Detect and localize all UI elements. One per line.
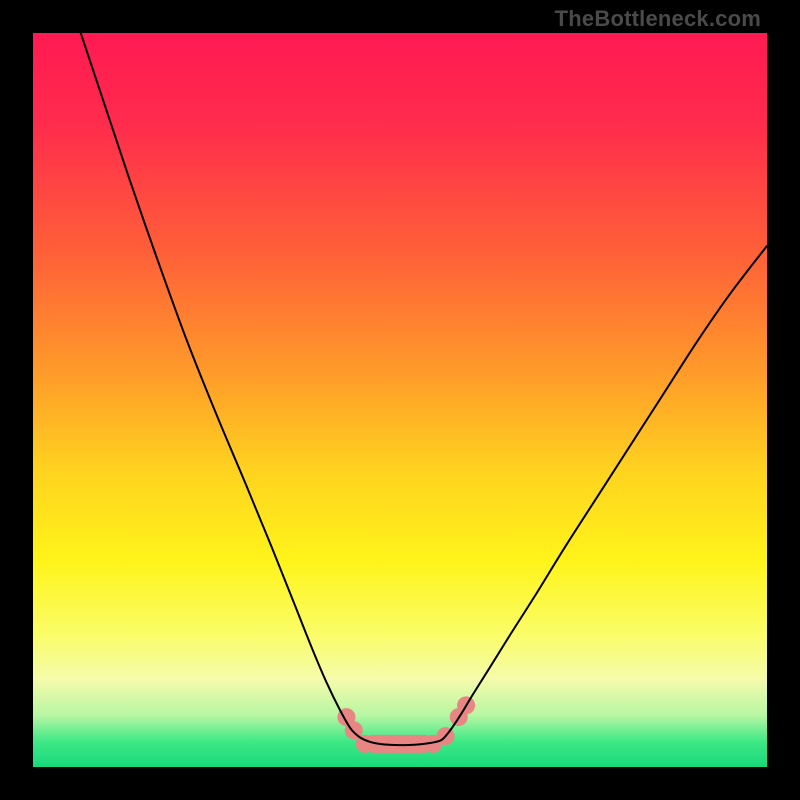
chart-svg: [0, 0, 800, 800]
attribution-label: TheBottleneck.com: [555, 6, 761, 32]
marker-bar-cap: [356, 735, 374, 753]
plot-background: [33, 33, 767, 767]
chart-frame: TheBottleneck.com: [0, 0, 800, 800]
